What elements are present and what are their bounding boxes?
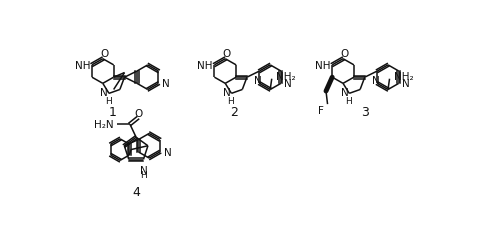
Text: O: O (100, 49, 108, 59)
Text: H: H (345, 97, 352, 106)
Text: H₂N: H₂N (94, 120, 114, 130)
Text: N: N (372, 76, 380, 86)
Text: N: N (284, 79, 292, 89)
Text: N: N (140, 165, 147, 175)
Text: H: H (140, 170, 147, 179)
Text: NH: NH (75, 61, 90, 71)
Text: NH: NH (315, 61, 330, 71)
Text: N: N (162, 79, 170, 89)
Text: 2: 2 (230, 105, 238, 118)
Text: N: N (402, 79, 409, 89)
Text: N: N (254, 76, 262, 86)
Text: NH₂: NH₂ (276, 71, 296, 81)
Text: 3: 3 (361, 105, 368, 118)
Text: 4: 4 (132, 186, 140, 199)
Text: O: O (134, 109, 142, 119)
Text: F: F (318, 106, 324, 116)
Text: NH₂: NH₂ (394, 71, 414, 81)
Text: O: O (222, 49, 231, 59)
Text: H: H (228, 97, 234, 106)
Text: H: H (105, 97, 112, 106)
Text: 1: 1 (109, 105, 117, 118)
Text: NH: NH (198, 61, 213, 71)
Text: N: N (223, 87, 230, 97)
Text: N: N (100, 87, 108, 97)
Text: N: N (340, 87, 348, 97)
Text: N: N (164, 147, 172, 157)
Text: O: O (340, 49, 348, 59)
